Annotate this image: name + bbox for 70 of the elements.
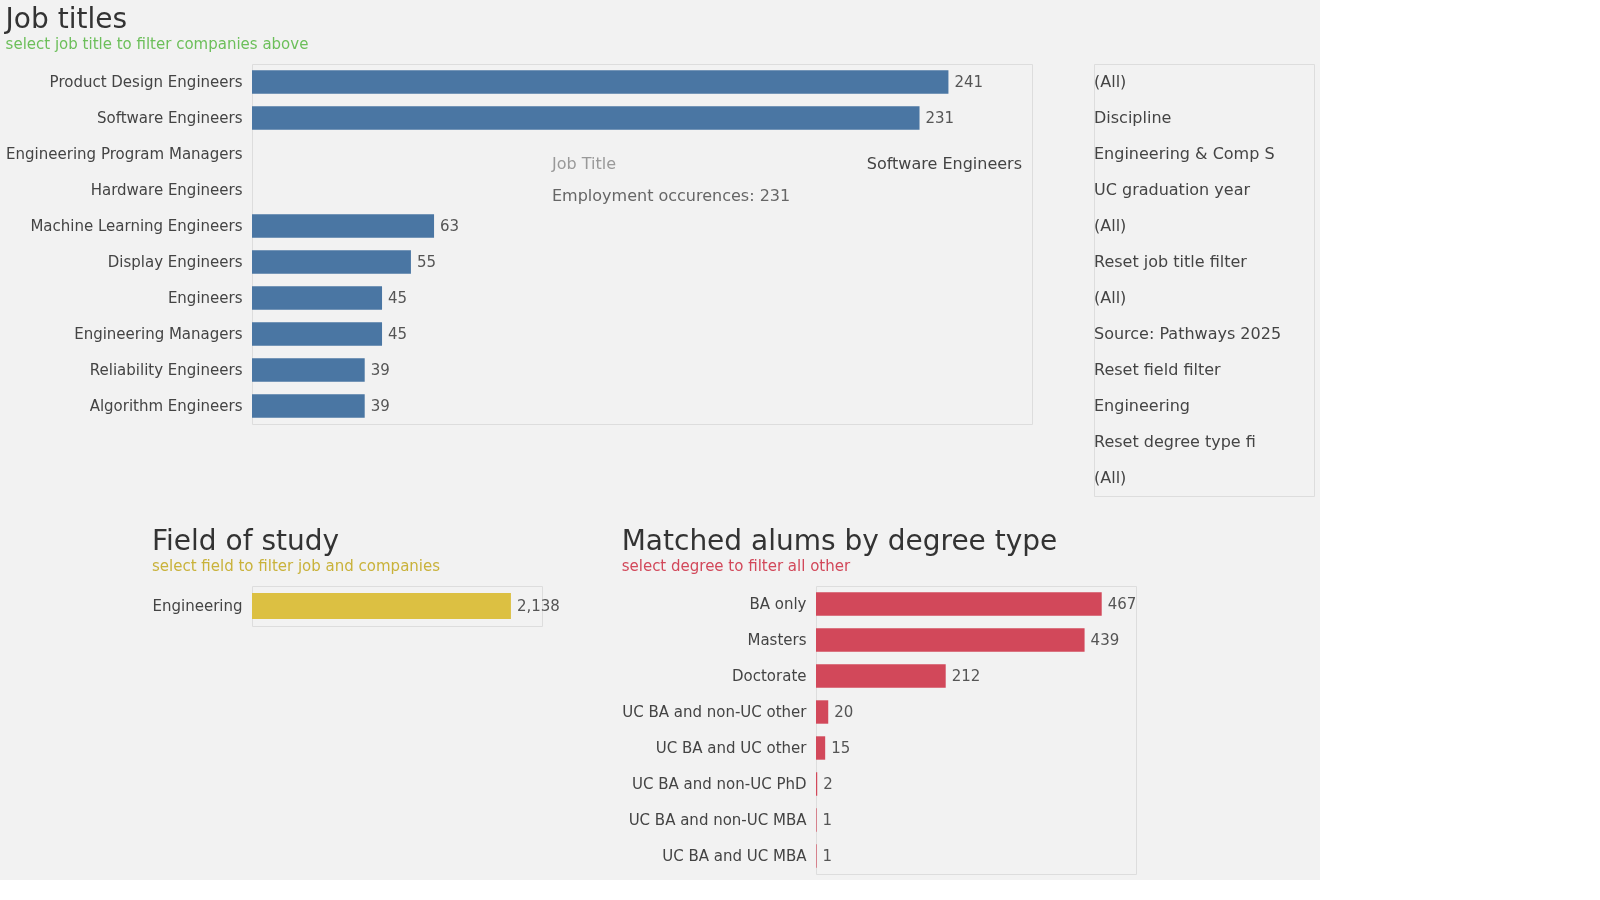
- chart-subtitle: select job title to filter companies above: [5, 35, 309, 53]
- y-tick-label: Masters: [747, 631, 807, 649]
- data-label: 2: [823, 775, 833, 793]
- text: Reset field filter: [1094, 360, 1222, 379]
- bar: [816, 592, 1102, 616]
- data-label: 231: [925, 109, 955, 127]
- text: Reset job title filter: [1094, 252, 1248, 271]
- bar: [252, 214, 435, 238]
- y-tick-label: Software Engineers: [96, 109, 243, 127]
- data-label: 1: [822, 847, 833, 865]
- bar: [252, 358, 365, 382]
- data-label: 1: [822, 811, 833, 829]
- data-label: 39: [370, 361, 390, 379]
- data-label: 20: [834, 703, 854, 721]
- bar: [252, 70, 949, 94]
- y-tick-label: Reliability Engineers: [89, 361, 243, 379]
- bar: [252, 106, 920, 130]
- bar: [252, 250, 411, 274]
- data-label: 45: [388, 325, 408, 343]
- data-label: 15: [831, 739, 851, 757]
- data-label: 212: [951, 667, 981, 685]
- y-tick-label: Doctorate: [731, 667, 807, 685]
- y-tick-label: UC BA and UC MBA: [662, 847, 808, 865]
- data-label: 45: [388, 289, 408, 307]
- y-tick-label: Product Design Engineers: [49, 73, 243, 91]
- text: Reset degree type fi: [1094, 432, 1256, 451]
- bar: [816, 628, 1085, 652]
- chart-title: Field of study: [152, 524, 340, 557]
- annotation: Software Engineers: [866, 154, 1022, 173]
- bar: [252, 394, 365, 418]
- bar: [816, 736, 826, 760]
- chart-subtitle: select degree to filter all other: [621, 557, 851, 575]
- bar: [816, 700, 829, 724]
- y-tick-label: UC BA and UC other: [655, 739, 808, 757]
- bar: [816, 664, 946, 688]
- data-label: 63: [440, 217, 460, 235]
- y-tick-label: Display Engineers: [107, 253, 243, 271]
- y-tick-label: UC BA and non-UC MBA: [628, 811, 808, 829]
- text: (All): [1094, 468, 1127, 487]
- y-tick-label: Engineers: [167, 289, 243, 307]
- chart-title: Matched alums by degree type: [621, 524, 1058, 557]
- chart-title: Job titles: [3, 2, 128, 35]
- text: Engineering: [1094, 396, 1190, 415]
- text: Engineering & Comp S: [1094, 144, 1275, 163]
- data-label: 39: [370, 397, 390, 415]
- data-label: 241: [954, 73, 984, 91]
- text: UC graduation year: [1094, 180, 1251, 199]
- text: (All): [1094, 288, 1127, 307]
- data-label: 467: [1107, 595, 1137, 613]
- y-tick-label: Engineering Managers: [74, 325, 243, 343]
- source-note: Source: Pathways 2025: [1094, 324, 1282, 343]
- data-label: 439: [1090, 631, 1120, 649]
- y-tick-label: Hardware Engineers: [90, 181, 243, 199]
- chart-subtitle: select field to filter job and companies: [152, 557, 441, 575]
- y-tick-label: UC BA and non-UC PhD: [632, 775, 807, 793]
- text: (All): [1094, 72, 1127, 91]
- data-label: 2,138: [516, 597, 560, 615]
- data-label: 55: [416, 253, 437, 271]
- text: Discipline: [1094, 108, 1172, 127]
- annotation: Job Title: [551, 154, 617, 173]
- text: (All): [1094, 216, 1127, 235]
- y-tick-label: Engineering Program Managers: [6, 145, 243, 163]
- y-tick-label: Machine Learning Engineers: [30, 217, 243, 235]
- y-tick-label: BA only: [749, 595, 807, 613]
- bar: [252, 286, 383, 310]
- bar: [252, 322, 383, 346]
- y-tick-label: Algorithm Engineers: [89, 397, 243, 415]
- y-tick-label: UC BA and non-UC other: [622, 703, 808, 721]
- y-tick-label: Engineering: [152, 597, 243, 615]
- annotation: Employment occurences: 231: [552, 186, 791, 205]
